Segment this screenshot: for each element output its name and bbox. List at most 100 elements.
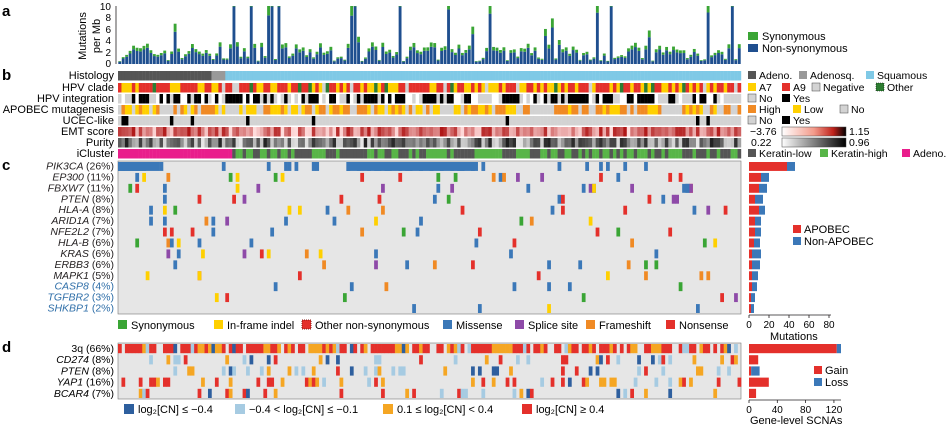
mutation-rate-bar-syn [377, 59, 381, 61]
icluster-cell [730, 149, 735, 159]
scna-cell [678, 344, 683, 354]
scna-cell [322, 377, 326, 387]
ucec-cell [228, 116, 233, 126]
purity-cell [187, 138, 191, 148]
mutation-rate-bar-syn [388, 49, 392, 53]
emt-cell [547, 127, 551, 137]
mutation-rate-bar-syn [505, 60, 509, 61]
apobec-cell [446, 105, 451, 115]
mutation-rate-bar-nonsyn [502, 50, 506, 64]
mutation-cell [280, 172, 285, 182]
emt-cell [311, 127, 316, 137]
ucec-cell [218, 116, 223, 126]
mutation-rate-bar-nonsyn [640, 59, 644, 64]
purity-cell [259, 138, 264, 148]
hpv-integration-cell [121, 94, 126, 104]
mutation-bar-non-apobec [751, 304, 754, 313]
hpv-clade-cell [235, 83, 240, 93]
scna-cell [702, 344, 707, 354]
mutation-rate-bar-syn [703, 59, 707, 61]
apobec-cell [706, 105, 711, 115]
apobec-cell [474, 105, 479, 115]
mutation-x-ticks: 0 20 40 60 80 [746, 315, 835, 331]
scna-bar-gain [749, 377, 769, 387]
purity-cell [387, 138, 392, 148]
hpv-integration-cell [287, 94, 292, 104]
emt-cell [121, 127, 126, 137]
mutation-rate-bar-syn [142, 45, 146, 50]
scna-cell [689, 377, 693, 387]
purity-cell [273, 138, 278, 148]
scna-cell [401, 366, 406, 376]
hpv-integration-cell [488, 94, 492, 104]
scna-cell [228, 344, 233, 354]
hpv-integration-cell [256, 94, 261, 104]
mutation-rate-bar-nonsyn [564, 50, 568, 64]
scna-cell [201, 377, 205, 387]
purity-cell [609, 138, 614, 148]
ucec-cell [606, 116, 610, 126]
mutation-cell [284, 162, 288, 171]
hpv-integration-cell [502, 94, 506, 104]
histology-cell [509, 71, 513, 81]
icluster-cell [702, 149, 707, 159]
scna-cell [540, 377, 545, 387]
scna-cell [239, 344, 243, 354]
legend-apobec-high-swatch [748, 105, 756, 113]
hpv-integration-cell [169, 94, 174, 104]
ucec-cell [737, 116, 742, 126]
hpv-integration-cell [529, 94, 534, 104]
legend-negative-swatch [811, 82, 821, 92]
purity-cell [529, 138, 534, 148]
scna-cell [207, 344, 212, 354]
histology-cell [498, 71, 503, 81]
x-tick-label: 0 [746, 405, 752, 416]
mutation-cell [502, 172, 506, 182]
scna-cell [516, 344, 520, 354]
mutation-rate-bar-syn [384, 51, 388, 55]
purity-cell [488, 138, 492, 148]
ucec-cell [495, 116, 499, 126]
mutation-rate-bar-nonsyn [595, 12, 599, 64]
ucec-cell [644, 116, 648, 126]
mutation-rate-bar-nonsyn [225, 59, 229, 64]
hpv-integration-cell [616, 94, 621, 104]
emt-cell [221, 127, 226, 137]
apobec-cell [550, 105, 555, 115]
hpv-clade-cell [329, 83, 333, 93]
mutation-rate-bar-syn [370, 42, 374, 47]
histology-cell [266, 71, 271, 81]
ucec-cell [252, 116, 257, 126]
ucec-cell [367, 116, 371, 126]
hpv-clade-cell [550, 83, 555, 93]
hpv-clade-cell [616, 83, 621, 93]
legend-negative: Negative [823, 82, 865, 94]
mutation-rate-bar-syn [267, 6, 270, 16]
apobec-cell [519, 105, 524, 115]
mutation-cell [734, 293, 738, 303]
scna-cell [505, 377, 510, 387]
purity-cell [394, 138, 399, 148]
purity-cell [149, 138, 153, 148]
purity-cell [252, 138, 257, 148]
ytick-0: 0 [105, 59, 111, 70]
scna-cell [194, 344, 198, 354]
hpv-integration-cell [325, 94, 330, 104]
mutation-rate-bar-nonsyn [145, 47, 149, 64]
mutation-cell [332, 216, 337, 226]
apobec-cell [657, 105, 662, 115]
ucec-cell [311, 116, 316, 126]
hpv-clade-cell [214, 83, 219, 93]
hpv-clade-cell [301, 83, 306, 93]
icluster-cell [644, 149, 648, 159]
legend-squamous: Squamous [877, 70, 927, 82]
scna-cell [280, 377, 285, 387]
scna-cell [169, 344, 174, 354]
emt-cell [644, 127, 648, 137]
icluster-cell [723, 149, 728, 159]
hpv-integration-cell [405, 94, 409, 104]
emt-cell [422, 127, 427, 137]
histology-cell [675, 71, 679, 81]
hpv-clade-cell [453, 83, 458, 93]
emt-cell [623, 127, 627, 137]
